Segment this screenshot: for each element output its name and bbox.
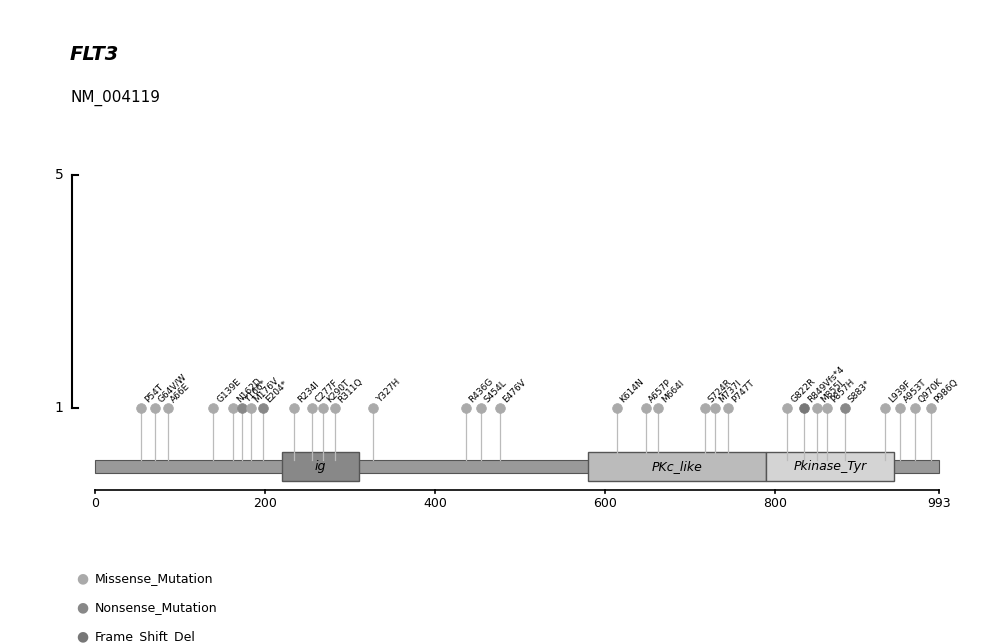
Text: 800: 800 (763, 497, 787, 511)
Text: K614N: K614N (618, 377, 646, 404)
Text: G822R: G822R (789, 376, 817, 404)
Text: Frame_Shift_Del: Frame_Shift_Del (95, 630, 196, 643)
Text: Nonsense_Mutation: Nonsense_Mutation (95, 601, 218, 614)
Text: C277F: C277F (314, 377, 340, 404)
Text: P857H: P857H (829, 377, 856, 404)
Text: 200: 200 (253, 497, 277, 511)
Bar (766, 453, 894, 481)
Text: M737I: M737I (717, 378, 743, 404)
Text: M855I: M855I (819, 378, 845, 404)
Text: ig: ig (315, 460, 326, 473)
Text: A953T: A953T (902, 377, 929, 404)
Text: 0: 0 (91, 497, 99, 511)
Bar (588, 453, 766, 481)
Text: 5: 5 (54, 168, 63, 182)
Text: R234I: R234I (296, 379, 321, 404)
Text: PKc_like: PKc_like (652, 460, 703, 473)
Text: G139E: G139E (215, 377, 243, 404)
Text: NM_004119: NM_004119 (70, 90, 160, 106)
Text: A66E: A66E (169, 381, 192, 404)
Text: Y166*: Y166* (243, 379, 269, 404)
Text: S883*: S883* (847, 379, 873, 404)
Text: ●: ● (76, 601, 88, 615)
Text: Y327H: Y327H (375, 377, 402, 404)
Text: 400: 400 (423, 497, 447, 511)
Text: S454L: S454L (483, 378, 509, 404)
Text: R311Q: R311Q (337, 376, 365, 404)
Text: FLT3: FLT3 (70, 45, 119, 64)
Text: P747T: P747T (730, 378, 756, 404)
Text: M176V: M176V (253, 376, 281, 404)
Text: 1: 1 (54, 401, 63, 415)
Bar (95, 460, 939, 473)
Text: L939F: L939F (887, 379, 913, 404)
Text: A657P: A657P (647, 377, 674, 404)
Text: Pkinase_Tyr: Pkinase_Tyr (793, 460, 867, 473)
Text: 600: 600 (593, 497, 617, 511)
Text: 993: 993 (927, 497, 950, 511)
Text: Missense_Mutation: Missense_Mutation (95, 572, 214, 585)
Text: N162D: N162D (235, 376, 263, 404)
Text: S724R: S724R (707, 377, 734, 404)
Text: ●: ● (76, 572, 88, 586)
Bar (282, 453, 359, 481)
Text: E476V: E476V (501, 377, 528, 404)
Text: R436G: R436G (467, 376, 495, 404)
Text: E204*: E204* (264, 379, 290, 404)
Text: M664I: M664I (660, 379, 686, 404)
Text: K290T: K290T (325, 378, 351, 404)
Text: G64V/W: G64V/W (157, 372, 189, 404)
Text: P54T: P54T (143, 382, 165, 404)
Text: R849Vfs*4: R849Vfs*4 (806, 365, 846, 404)
Text: Q970K: Q970K (917, 377, 944, 404)
Text: P986Q: P986Q (933, 377, 960, 404)
Text: ●: ● (76, 629, 88, 643)
